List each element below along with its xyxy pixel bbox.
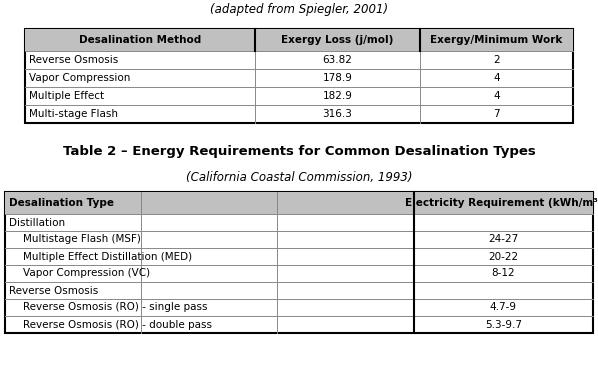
Text: 24-27: 24-27 [488,235,518,244]
Text: Multiple Effect: Multiple Effect [29,91,104,101]
Text: 20-22: 20-22 [489,251,518,262]
Text: (adapted from Spiegler, 2001): (adapted from Spiegler, 2001) [210,3,388,15]
Text: Reverse Osmosis (RO) - single pass: Reverse Osmosis (RO) - single pass [23,302,208,312]
Text: Reverse Osmosis (RO) - double pass: Reverse Osmosis (RO) - double pass [23,320,212,330]
Text: Desalination Type: Desalination Type [9,198,114,208]
Text: Table 2 – Energy Requirements for Common Desalination Types: Table 2 – Energy Requirements for Common… [63,145,535,159]
Text: Distillation: Distillation [9,218,65,228]
Text: Electricity Requirement (kWh/m³): Electricity Requirement (kWh/m³) [404,198,598,208]
Text: Vapor Compression (VC): Vapor Compression (VC) [23,269,150,279]
Text: Multiple Effect Distillation (MED): Multiple Effect Distillation (MED) [23,251,192,262]
Text: 178.9: 178.9 [322,73,352,83]
Text: Reverse Osmosis: Reverse Osmosis [29,55,118,65]
Text: Multi-stage Flash: Multi-stage Flash [29,109,118,119]
Text: 4.7-9: 4.7-9 [490,302,517,312]
Text: Exergy/Minimum Work: Exergy/Minimum Work [430,35,563,45]
Text: 316.3: 316.3 [322,109,352,119]
Text: 5.3-9.7: 5.3-9.7 [485,320,522,330]
Text: 182.9: 182.9 [322,91,352,101]
Text: 4: 4 [493,91,499,101]
Text: Multistage Flash (MSF): Multistage Flash (MSF) [23,235,141,244]
Text: 7: 7 [493,109,499,119]
Text: Vapor Compression: Vapor Compression [29,73,130,83]
Text: Desalination Method: Desalination Method [79,35,201,45]
Bar [25,29,573,51]
Bar [25,29,573,123]
Text: (California Coastal Commission, 1993): (California Coastal Commission, 1993) [186,171,412,184]
Text: 4: 4 [493,73,499,83]
Text: Exergy Loss (j/mol): Exergy Loss (j/mol) [281,35,393,45]
Text: 2: 2 [493,55,499,65]
Bar [5,192,593,333]
Text: Reverse Osmosis: Reverse Osmosis [9,286,98,295]
Text: 63.82: 63.82 [322,55,352,65]
Text: 8-12: 8-12 [492,269,515,279]
Bar [5,192,593,214]
